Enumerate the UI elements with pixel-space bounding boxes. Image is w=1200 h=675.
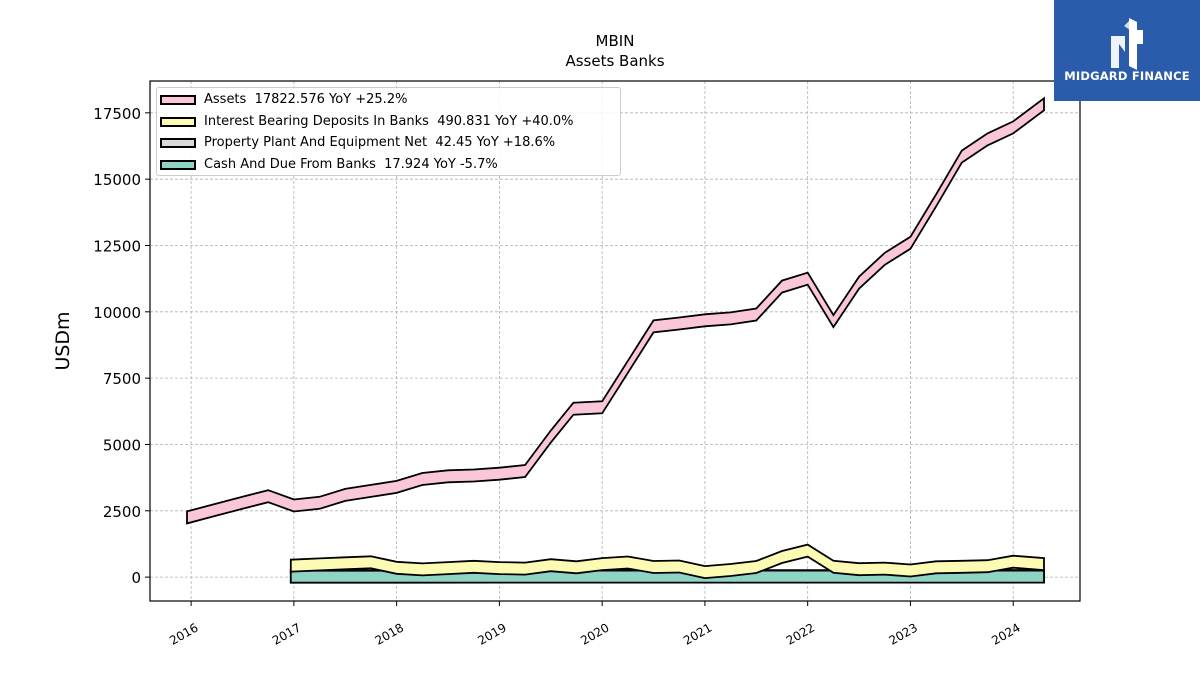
legend-label-cash: Cash And Due From Banks 17.924 YoY -5.7% xyxy=(204,157,498,172)
x-tick-label: 2022 xyxy=(784,620,817,647)
legend-item-deposits: Interest Bearing Deposits In Banks 490.8… xyxy=(157,112,620,132)
x-tick-label: 2019 xyxy=(475,620,508,647)
legend-item-assets: Assets 17822.576 YoY +25.2% xyxy=(157,90,620,110)
brand-logo: MIDGARD FINANCE xyxy=(1054,0,1200,101)
x-tick-label: 2020 xyxy=(578,620,611,647)
legend-swatch-cash xyxy=(160,160,196,170)
x-tick-label: 2023 xyxy=(886,620,919,647)
legend-item-ppe: Property Plant And Equipment Net 42.45 Y… xyxy=(157,133,620,153)
plot-frame xyxy=(149,80,1081,602)
legend-item-cash: Cash And Due From Banks 17.924 YoY -5.7% xyxy=(157,155,620,175)
y-tick-label: 2500 xyxy=(103,503,141,521)
chart-series xyxy=(186,96,1045,584)
y-tick-label: 10000 xyxy=(93,304,141,322)
chart-title: MBIN xyxy=(595,32,635,50)
legend-swatch-deposits xyxy=(160,117,196,127)
y-axis-label: USDm xyxy=(52,311,74,370)
x-axis: 2016 2017 2018 2019 2020 2021 2022 2023 2024 xyxy=(167,601,1023,648)
y-tick-label: 5000 xyxy=(103,436,141,454)
series-band-assets xyxy=(186,96,1045,525)
y-tick-label: 0 xyxy=(131,569,141,587)
legend-swatch-ppe xyxy=(160,138,196,148)
legend-label-assets: Assets 17822.576 YoY +25.2% xyxy=(204,92,408,107)
y-axis: 0 2500 5000 7500 10000 12500 15000 17500 xyxy=(93,105,150,587)
y-tick-label: 7500 xyxy=(103,370,141,388)
y-tick-label: 17500 xyxy=(93,105,141,123)
x-tick-label: 2018 xyxy=(373,620,406,647)
y-tick-label: 12500 xyxy=(93,237,141,255)
x-tick-label: 2021 xyxy=(681,620,714,647)
x-tick-label: 2017 xyxy=(270,620,303,647)
chart-subtitle: Assets Banks xyxy=(565,52,665,70)
legend-label-deposits: Interest Bearing Deposits In Banks 490.8… xyxy=(204,114,574,129)
x-tick-label: 2024 xyxy=(989,620,1022,647)
y-tick-label: 15000 xyxy=(93,171,141,189)
series-band-deposits xyxy=(289,543,1045,580)
x-tick-label: 2016 xyxy=(167,620,200,647)
legend-label-ppe: Property Plant And Equipment Net 42.45 Y… xyxy=(204,135,556,150)
brand-name: MIDGARD FINANCE xyxy=(1064,69,1190,83)
mf-monogram-icon xyxy=(1111,18,1143,70)
chart-legend: Assets 17822.576 YoY +25.2% Interest Bea… xyxy=(156,87,621,176)
legend-swatch-assets xyxy=(160,95,196,105)
